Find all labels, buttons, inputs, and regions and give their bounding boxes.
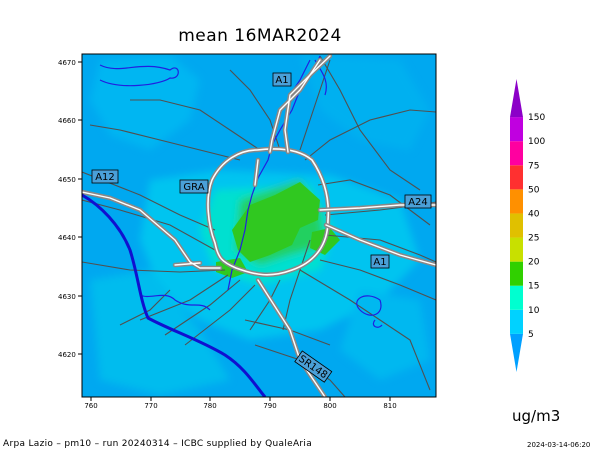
svg-text:4670: 4670 — [58, 59, 76, 67]
colorbar-swatch-4 — [510, 237, 523, 262]
colorbar-level-label: 50 — [528, 185, 540, 195]
svg-text:760: 760 — [84, 402, 97, 410]
coastline — [82, 193, 267, 397]
concentration-field — [82, 54, 436, 397]
x-tick-780: 780 — [203, 397, 217, 410]
x-tick-760: 760 — [84, 397, 98, 410]
x-axis: 760 770 780 790 800 810 — [84, 397, 397, 410]
colorbar-swatch-5 — [510, 213, 523, 238]
y-tick-4640: 4640 — [58, 234, 82, 242]
credit-line: Arpa Lazio – pm10 – run 20240314 – ICBC … — [3, 439, 313, 449]
map-title: mean 16MAR2024 — [178, 26, 342, 46]
unit-label: ug/m3 — [512, 407, 561, 425]
colorbar-level-label: 20 — [528, 258, 540, 268]
road-label-a12: A12 — [95, 172, 115, 183]
run-timestamp: 2024-03-14-06:20 — [527, 441, 591, 449]
motorways-inner — [82, 55, 436, 397]
colorbar-level-label: 10 — [528, 306, 540, 316]
svg-text:780: 780 — [203, 402, 216, 410]
svg-text:800: 800 — [323, 402, 336, 410]
colorbar-level-label: 100 — [528, 137, 545, 147]
colorbar-swatch-9 — [510, 117, 523, 142]
colorbar-swatch-10 — [510, 79, 523, 118]
colorbar-swatch-2 — [510, 285, 523, 310]
colorbar-swatch-3 — [510, 261, 523, 286]
plot-frame — [81, 53, 437, 398]
svg-text:790: 790 — [263, 402, 276, 410]
peak-area — [232, 182, 320, 262]
colorbar-level-label: 75 — [528, 161, 539, 171]
colorbar-level-label: 25 — [528, 234, 539, 244]
svg-text:4640: 4640 — [58, 234, 76, 242]
y-tick-4620: 4620 — [58, 351, 82, 359]
y-tick-4670: 4670 — [58, 59, 82, 67]
colorbar-level-label: 150 — [528, 113, 545, 123]
x-tick-770: 770 — [144, 397, 158, 410]
colorbar-swatch-6 — [510, 189, 523, 214]
svg-text:4660: 4660 — [58, 117, 76, 125]
y-tick-4630: 4630 — [58, 293, 82, 301]
svg-text:4620: 4620 — [58, 351, 76, 359]
colorbar-level-label: 15 — [528, 282, 539, 292]
colorbar-swatch-7 — [510, 165, 523, 190]
svg-text:4650: 4650 — [58, 176, 76, 184]
colorbar-level-label: 40 — [528, 210, 540, 220]
colorbar-legend: 5 10 15 20 25 40 50 75 100 150 — [510, 79, 545, 372]
svg-text:4630: 4630 — [58, 293, 76, 301]
colorbar-swatch-0 — [510, 333, 523, 372]
y-axis: 4670 4660 4650 4640 4630 4620 — [58, 59, 82, 359]
colorbar-swatch-1 — [510, 309, 523, 334]
road-label-a1-north: A1 — [275, 75, 288, 86]
y-tick-4660: 4660 — [58, 117, 82, 125]
y-tick-4650: 4650 — [58, 176, 82, 184]
x-tick-790: 790 — [263, 397, 277, 410]
gra-ring-inner — [207, 148, 330, 276]
road-label-a1-south: A1 — [373, 257, 386, 268]
colorbar-level-label: 5 — [528, 330, 534, 340]
road-label-a24: A24 — [408, 197, 428, 208]
colorbar-swatch-8 — [510, 141, 523, 166]
svg-text:770: 770 — [144, 402, 157, 410]
road-label-gra: GRA — [183, 182, 204, 193]
svg-text:810: 810 — [383, 402, 396, 410]
x-tick-800: 800 — [323, 397, 337, 410]
x-tick-810: 810 — [383, 397, 397, 410]
